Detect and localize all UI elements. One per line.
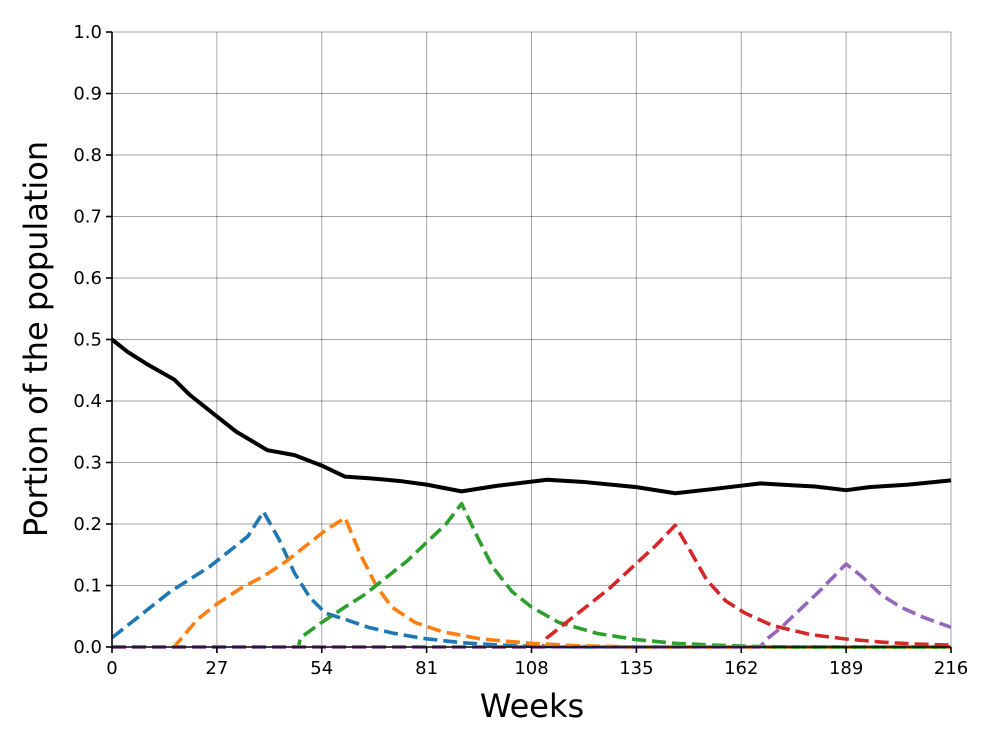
x-tick-label: 135 [619, 658, 653, 679]
y-tick-label: 0.7 [73, 207, 102, 228]
y-tick-label: 0.5 [73, 330, 102, 351]
y-axis-title: Portion of the population [17, 141, 55, 537]
y-tick-label: 0.9 [73, 84, 102, 105]
x-tick-label: 216 [934, 658, 968, 679]
x-tick-label: 27 [205, 658, 228, 679]
x-tick-label: 108 [514, 658, 548, 679]
y-tick-label: 0.6 [73, 268, 102, 289]
series-lines [110, 337, 952, 649]
y-tick-label: 0.4 [73, 391, 102, 412]
grid-lines [111, 31, 952, 648]
series-line-5 [112, 523, 952, 649]
axes [106, 31, 952, 653]
x-tick-label: 0 [106, 658, 117, 679]
x-tick-label: 54 [310, 658, 333, 679]
x-tick-label: 81 [415, 658, 438, 679]
series-line-4 [112, 501, 951, 649]
y-tick-label: 0.3 [73, 453, 102, 474]
y-tick-label: 0.2 [73, 514, 102, 535]
tick-labels: 0 27 54 81 108 135 162 189 216 0.0 0.1 0.2 0.3 0.4 0.5… [73, 22, 968, 679]
x-axis-title: Weeks [480, 687, 584, 725]
x-tick-label: 189 [829, 658, 863, 679]
series-line-1 [110, 337, 952, 496]
series-line-3 [112, 516, 951, 649]
x-tick-label: 162 [724, 658, 758, 679]
y-tick-label: 0.8 [73, 145, 102, 166]
y-tick-label: 0.1 [73, 576, 102, 597]
series-line-6 [112, 562, 952, 649]
y-tick-label: 0.0 [73, 637, 102, 658]
series-line-2 [110, 509, 951, 649]
y-tick-label: 1.0 [73, 22, 102, 43]
